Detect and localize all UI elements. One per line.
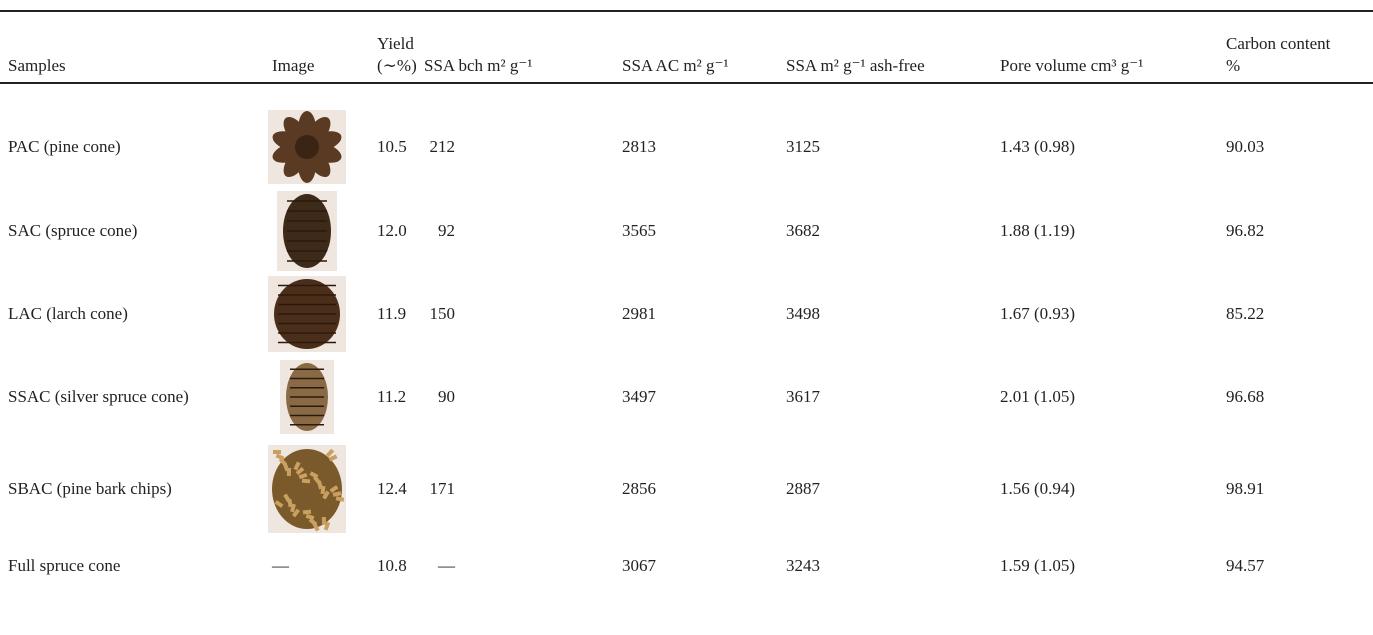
sample-photo [268, 276, 346, 352]
pore-volume: 1.56 (0.94) [1000, 479, 1076, 498]
ssa-bch: 92 [438, 221, 455, 240]
yield: 10.5 [377, 137, 407, 156]
header-cell: Pore volume cm³ g⁻¹ [1000, 56, 1144, 75]
ssa-ac: 2981 [622, 304, 656, 323]
pore-volume: 1.59 (1.05) [1000, 556, 1076, 575]
yield: 10.8 [377, 556, 407, 575]
sample-name: Full spruce cone [8, 556, 121, 575]
ssa-ash-free: 3682 [786, 221, 820, 240]
ssa-ash-free: 3125 [786, 137, 820, 156]
header-cell: Yield [377, 34, 414, 53]
header-cell: Image [272, 56, 315, 75]
sample-photo [268, 445, 346, 533]
carbon-content: 94.57 [1226, 556, 1265, 575]
header-cell: (∼%) [377, 56, 417, 75]
carbon-content: 98.91 [1226, 479, 1265, 498]
header-rule [0, 82, 1373, 84]
sample-name: SBAC (pine bark chips) [8, 479, 172, 498]
sample-name: SSAC (silver spruce cone) [8, 387, 189, 406]
sample-name: SAC (spruce cone) [8, 221, 138, 240]
header-cell: % [1226, 56, 1241, 75]
header-cell: Carbon content [1226, 34, 1331, 53]
yield: 12.4 [377, 479, 407, 498]
ssa-ac: 2856 [622, 479, 656, 498]
carbon-content: 96.82 [1226, 221, 1265, 240]
sample-photo [268, 110, 346, 184]
yield: 11.9 [377, 304, 407, 323]
ssa-ash-free: 3243 [786, 556, 820, 575]
pore-volume: 1.88 (1.19) [1000, 221, 1076, 240]
pore-volume: 1.43 (0.98) [1000, 137, 1076, 156]
ssa-ash-free: 2887 [786, 479, 820, 498]
pore-volume: 1.67 (0.93) [1000, 304, 1076, 323]
yield: 12.0 [377, 221, 407, 240]
header-cell: Samples [8, 56, 66, 75]
ssa-ash-free: 3617 [786, 387, 820, 406]
ssa-bch: 171 [429, 479, 456, 498]
ssa-bch: — [438, 556, 455, 575]
header-cell: SSA bch m² g⁻¹ [424, 56, 533, 75]
sample-name: PAC (pine cone) [8, 137, 121, 156]
top-rule [0, 10, 1373, 12]
image-cell: — [272, 556, 289, 575]
carbon-content: 96.68 [1226, 387, 1265, 406]
header-cell: SSA AC m² g⁻¹ [622, 56, 729, 75]
header-cell: SSA m² g⁻¹ ash-free [786, 56, 925, 75]
carbon-content: 85.22 [1226, 304, 1265, 323]
sample-name: LAC (larch cone) [8, 304, 128, 323]
ssa-ash-free: 3498 [786, 304, 820, 323]
ssa-ac: 3067 [622, 556, 656, 575]
ssa-bch: 150 [429, 304, 456, 323]
sample-photo [277, 191, 337, 271]
ssa-bch: 90 [438, 387, 455, 406]
carbon-content: 90.03 [1226, 137, 1265, 156]
ssa-ac: 2813 [622, 137, 656, 156]
sample-photo [280, 360, 334, 434]
ssa-bch: 212 [429, 137, 456, 156]
pore-volume: 2.01 (1.05) [1000, 387, 1076, 406]
ssa-ac: 3497 [622, 387, 656, 406]
yield: 11.2 [377, 387, 407, 406]
ssa-ac: 3565 [622, 221, 656, 240]
